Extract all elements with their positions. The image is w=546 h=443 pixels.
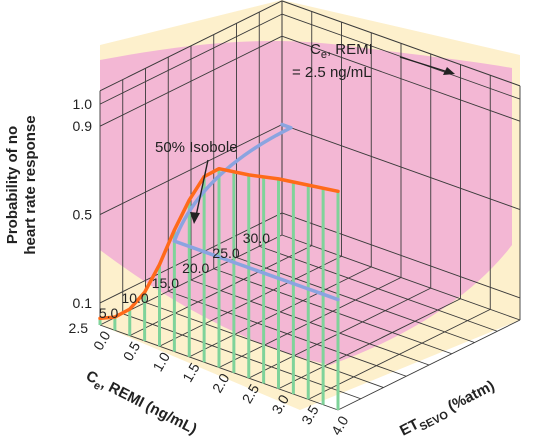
sevo-axis-title: ETSEVO (%atm) xyxy=(397,377,499,442)
isobole-arrowhead xyxy=(190,212,200,224)
grid-line xyxy=(99,13,283,105)
sevo-tick-label: 0.5 xyxy=(120,339,144,364)
remi-tick-label: 5.0 xyxy=(99,305,119,321)
remi-curve-arrowhead xyxy=(443,67,455,75)
y-tick-label: 1.0 xyxy=(73,96,93,112)
grid-line xyxy=(122,313,361,400)
remi-tick-label: 10.0 xyxy=(121,290,148,306)
remi-curve-arrow xyxy=(399,56,449,73)
y-tick-label: 0.5 xyxy=(73,207,93,223)
remi-tick-label: 30.0 xyxy=(243,230,270,246)
wall-top-edge xyxy=(281,0,521,87)
remi-curve-label-line1: Ce, REMI xyxy=(310,41,373,61)
remi-2.5-curve xyxy=(98,166,340,321)
isobole-label: 50% Isobole xyxy=(155,139,238,156)
y-tick-label: 0.9 xyxy=(73,118,93,134)
grid-line xyxy=(281,124,521,210)
drop-lines xyxy=(98,168,340,410)
remi-tick-label: 15.0 xyxy=(152,275,179,291)
grid-line xyxy=(99,124,283,215)
isobole-arrow xyxy=(195,159,209,217)
sevo-tick-label: 0.0 xyxy=(90,328,114,353)
grid-line xyxy=(99,35,283,127)
y-axis-title-line2: heart rate response xyxy=(22,115,39,254)
grid-line xyxy=(99,212,283,304)
y-axis-title-line1: Probability of no xyxy=(4,126,21,244)
remi-tick-label: 25.0 xyxy=(212,245,239,261)
remi-curve-label-line2: = 2.5 ng/mL xyxy=(292,64,372,81)
sevo-tick-label: 4.0 xyxy=(328,413,352,438)
remi-tick-label: 2.5 xyxy=(69,320,89,336)
y-tick-label: 0.1 xyxy=(73,295,93,311)
grid-line xyxy=(281,35,521,122)
wall-top-edge xyxy=(99,0,283,92)
grid-line xyxy=(337,319,521,411)
isobole-50-line xyxy=(172,122,340,302)
grid-line xyxy=(168,290,407,377)
remi-tick-label: 20.0 xyxy=(182,260,209,276)
